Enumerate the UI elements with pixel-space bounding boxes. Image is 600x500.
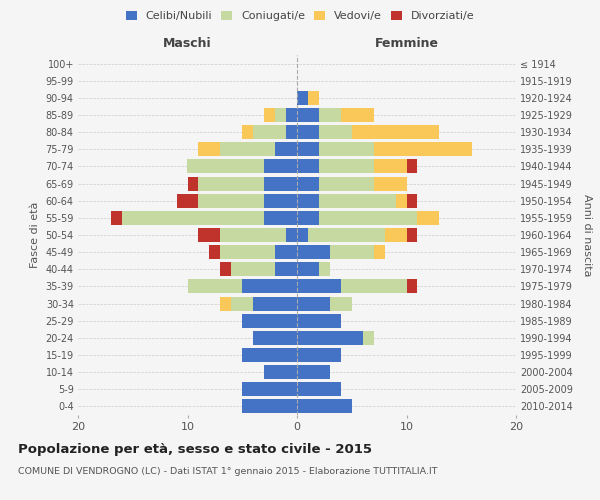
Bar: [341, 108, 374, 122]
Bar: [374, 245, 385, 259]
Bar: [253, 331, 297, 345]
Bar: [330, 296, 352, 310]
Bar: [297, 176, 319, 190]
Bar: [264, 176, 297, 190]
Bar: [199, 176, 264, 190]
Bar: [374, 176, 407, 190]
Bar: [319, 125, 352, 139]
Bar: [275, 108, 286, 122]
Bar: [253, 125, 286, 139]
Bar: [242, 400, 297, 413]
Bar: [308, 91, 319, 105]
Bar: [352, 125, 439, 139]
Bar: [297, 348, 341, 362]
Bar: [297, 142, 319, 156]
Bar: [319, 176, 374, 190]
Bar: [275, 142, 297, 156]
Bar: [264, 160, 297, 173]
Bar: [363, 331, 374, 345]
Bar: [286, 108, 297, 122]
Bar: [319, 142, 374, 156]
Bar: [242, 348, 297, 362]
Bar: [330, 245, 374, 259]
Bar: [297, 228, 308, 242]
Bar: [319, 194, 395, 207]
Bar: [264, 211, 297, 225]
Bar: [319, 160, 374, 173]
Bar: [308, 228, 385, 242]
Bar: [297, 382, 341, 396]
Bar: [407, 160, 418, 173]
Bar: [232, 262, 275, 276]
Bar: [220, 245, 275, 259]
Bar: [242, 125, 253, 139]
Bar: [220, 142, 275, 156]
Bar: [297, 331, 363, 345]
Bar: [264, 108, 275, 122]
Bar: [297, 296, 330, 310]
Bar: [187, 160, 264, 173]
Y-axis label: Fasce di età: Fasce di età: [30, 202, 40, 268]
Y-axis label: Anni di nascita: Anni di nascita: [583, 194, 592, 276]
Bar: [407, 228, 418, 242]
Bar: [297, 262, 319, 276]
Bar: [275, 245, 297, 259]
Bar: [297, 245, 330, 259]
Bar: [297, 400, 352, 413]
Bar: [297, 194, 319, 207]
Bar: [199, 228, 220, 242]
Bar: [199, 194, 264, 207]
Bar: [242, 382, 297, 396]
Bar: [297, 108, 319, 122]
Bar: [297, 365, 330, 379]
Text: COMUNE DI VENDROGNO (LC) - Dati ISTAT 1° gennaio 2015 - Elaborazione TUTTITALIA.: COMUNE DI VENDROGNO (LC) - Dati ISTAT 1°…: [18, 468, 437, 476]
Bar: [297, 160, 319, 173]
Bar: [297, 125, 319, 139]
Bar: [220, 262, 232, 276]
Bar: [188, 176, 199, 190]
Bar: [297, 314, 341, 328]
Legend: Celibi/Nubili, Coniugati/e, Vedovi/e, Divorziati/e: Celibi/Nubili, Coniugati/e, Vedovi/e, Di…: [125, 10, 475, 21]
Bar: [111, 211, 122, 225]
Bar: [264, 365, 297, 379]
Bar: [242, 314, 297, 328]
Text: Popolazione per età, sesso e stato civile - 2015: Popolazione per età, sesso e stato civil…: [18, 442, 372, 456]
Bar: [176, 194, 199, 207]
Bar: [418, 211, 439, 225]
Bar: [407, 194, 418, 207]
Bar: [374, 160, 407, 173]
Bar: [395, 194, 407, 207]
Bar: [286, 228, 297, 242]
Bar: [407, 280, 418, 293]
Bar: [385, 228, 407, 242]
Bar: [319, 108, 341, 122]
Bar: [319, 211, 418, 225]
Bar: [253, 296, 297, 310]
Bar: [374, 142, 472, 156]
Bar: [242, 280, 297, 293]
Bar: [341, 280, 407, 293]
Text: Maschi: Maschi: [163, 37, 212, 50]
Bar: [220, 296, 232, 310]
Text: Femmine: Femmine: [374, 37, 439, 50]
Bar: [297, 280, 341, 293]
Bar: [319, 262, 330, 276]
Bar: [199, 142, 220, 156]
Bar: [297, 211, 319, 225]
Bar: [264, 194, 297, 207]
Bar: [275, 262, 297, 276]
Bar: [188, 280, 242, 293]
Bar: [122, 211, 264, 225]
Bar: [297, 91, 308, 105]
Bar: [232, 296, 253, 310]
Bar: [209, 245, 220, 259]
Bar: [220, 228, 286, 242]
Bar: [286, 125, 297, 139]
